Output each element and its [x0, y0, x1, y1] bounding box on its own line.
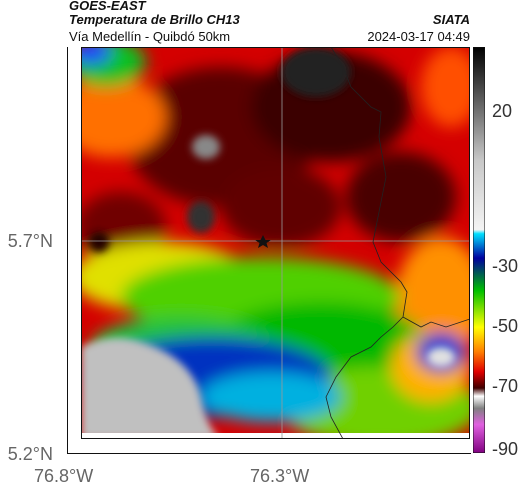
route-label: Vía Medellín - Quibdó 50km	[69, 29, 231, 44]
datetime-label: 2024-03-17 04:49	[367, 29, 470, 44]
point-marker	[255, 235, 271, 248]
y-tick-label: 5.7°N	[7, 231, 53, 251]
map-frame	[81, 47, 470, 439]
colorbar-tick-label: -30	[492, 256, 519, 276]
colorbar	[473, 47, 485, 453]
y-axis-line	[67, 47, 68, 453]
temperature-map	[81, 47, 470, 439]
colorbar-tick-label: 20	[492, 101, 513, 121]
border-line	[325, 47, 470, 439]
agency-label: SIATA	[432, 12, 470, 27]
x-axis-line	[67, 453, 471, 454]
x-tick-label: 76.8°W	[34, 466, 94, 486]
satellite-label: GOES-EAST	[69, 0, 146, 13]
y-tick-label: 5.2°N	[7, 444, 53, 464]
x-tick-label: 76.3°W	[250, 466, 310, 486]
colorbar-tick-label: -50	[492, 316, 519, 336]
colorbar-tick-label: -90	[492, 439, 519, 459]
product-title: Temperatura de Brillo CH13	[69, 12, 240, 27]
colorbar-tick-label: -70	[492, 376, 519, 396]
